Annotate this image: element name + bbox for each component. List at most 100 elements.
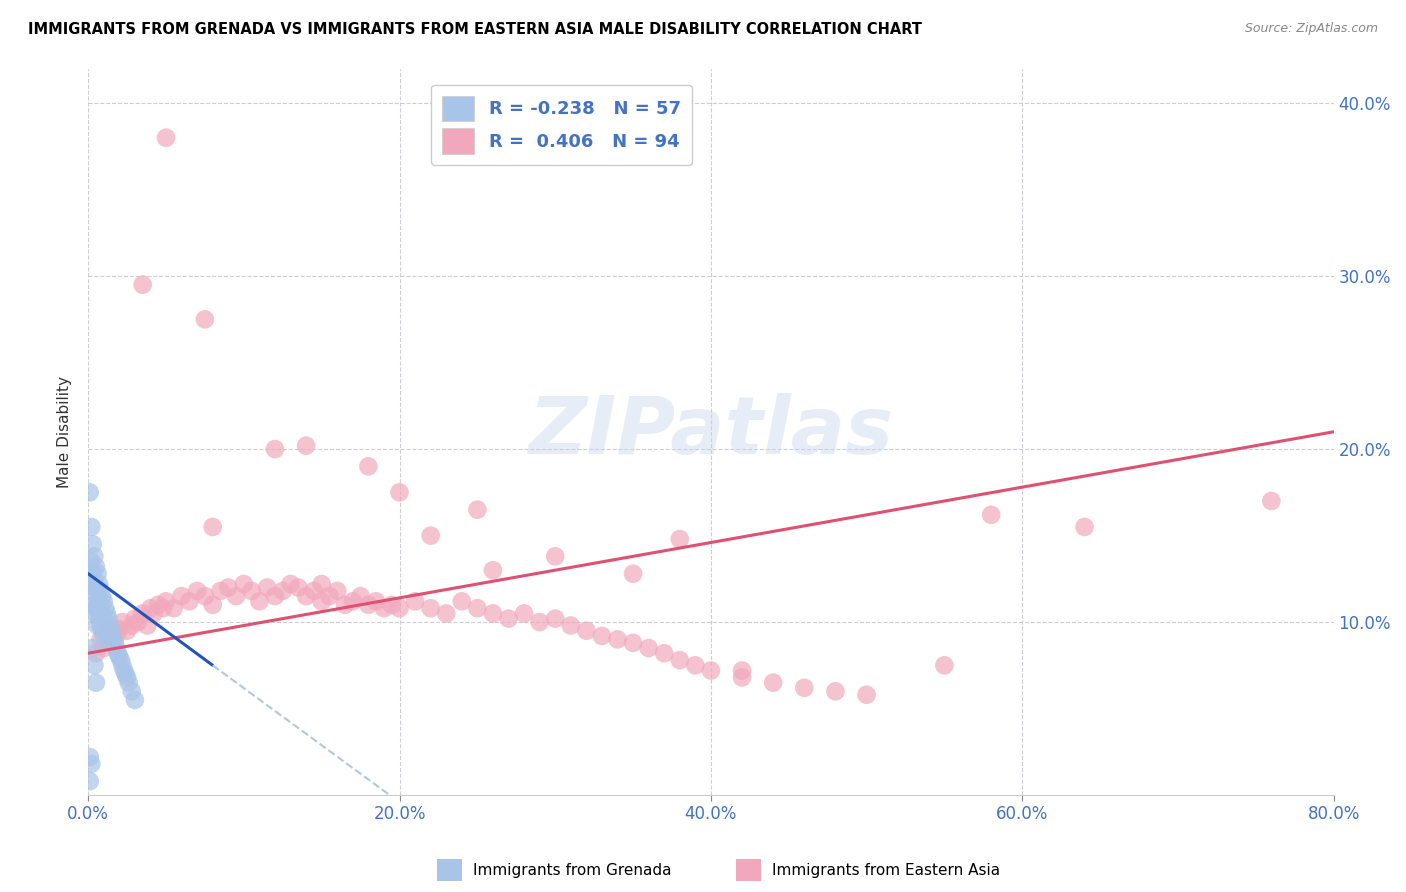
Point	[111, 658, 134, 673]
Point	[105, 640, 128, 655]
Point	[357, 598, 380, 612]
Point	[201, 520, 224, 534]
Text: ZIPatlas: ZIPatlas	[529, 392, 893, 471]
Point	[240, 583, 263, 598]
Point	[349, 589, 371, 603]
Point	[152, 601, 174, 615]
Point	[115, 670, 138, 684]
Point	[467, 601, 489, 615]
Point	[83, 607, 105, 621]
Point	[318, 589, 340, 603]
Point	[225, 589, 247, 603]
Point	[980, 508, 1002, 522]
Y-axis label: Male Disability: Male Disability	[58, 376, 72, 488]
Point	[107, 646, 129, 660]
Point	[934, 658, 956, 673]
Point	[855, 688, 877, 702]
Point	[93, 594, 115, 608]
Point	[110, 653, 132, 667]
Point	[591, 629, 613, 643]
Point	[104, 636, 127, 650]
Point	[434, 607, 457, 621]
Point	[79, 750, 101, 764]
Point	[333, 598, 356, 612]
Point	[142, 607, 165, 621]
Point	[652, 646, 675, 660]
Point	[87, 577, 110, 591]
Point	[271, 583, 294, 598]
Point	[668, 532, 690, 546]
Point	[637, 640, 659, 655]
Point	[108, 622, 131, 636]
Point	[700, 664, 723, 678]
Point	[117, 675, 139, 690]
Point	[83, 549, 105, 564]
Point	[111, 615, 134, 629]
Point	[498, 612, 520, 626]
Point	[83, 658, 105, 673]
Text: Immigrants from Eastern Asia: Immigrants from Eastern Asia	[772, 863, 1001, 878]
Point	[668, 653, 690, 667]
Point	[194, 589, 217, 603]
Point	[84, 581, 107, 595]
Point	[731, 664, 754, 678]
Point	[96, 624, 118, 638]
Point	[96, 607, 118, 621]
Point	[280, 577, 302, 591]
Point	[302, 583, 325, 598]
Point	[80, 555, 103, 569]
Point	[342, 594, 364, 608]
Point	[124, 693, 146, 707]
Point	[82, 537, 104, 551]
Point	[793, 681, 815, 695]
Point	[186, 583, 208, 598]
Point	[80, 756, 103, 771]
Point	[482, 563, 505, 577]
Point	[155, 130, 177, 145]
Point	[139, 601, 162, 615]
Point	[97, 612, 120, 626]
Point	[256, 581, 278, 595]
Point	[311, 594, 333, 608]
Point	[86, 583, 108, 598]
Point	[82, 566, 104, 581]
Point	[513, 607, 536, 621]
Point	[83, 577, 105, 591]
Point	[86, 598, 108, 612]
Point	[87, 612, 110, 626]
Point	[450, 594, 472, 608]
Point	[84, 646, 107, 660]
Point	[373, 601, 395, 615]
Point	[94, 601, 117, 615]
Point	[136, 618, 159, 632]
Point	[155, 594, 177, 608]
Point	[98, 618, 121, 632]
Point	[115, 624, 138, 638]
Point	[90, 618, 112, 632]
Point	[388, 485, 411, 500]
Point	[86, 566, 108, 581]
Point	[108, 649, 131, 664]
Point	[404, 594, 426, 608]
Point	[388, 601, 411, 615]
Point	[96, 624, 118, 638]
Point	[264, 442, 287, 456]
Point	[84, 559, 107, 574]
Point	[93, 612, 115, 626]
Point	[544, 612, 567, 626]
Text: Immigrants from Grenada: Immigrants from Grenada	[474, 863, 672, 878]
Point	[91, 607, 114, 621]
Point	[97, 629, 120, 643]
Point	[1073, 520, 1095, 534]
Point	[148, 598, 170, 612]
Point	[357, 459, 380, 474]
Point	[90, 601, 112, 615]
Point	[264, 589, 287, 603]
Point	[217, 581, 239, 595]
Point	[112, 664, 135, 678]
Point	[131, 607, 153, 621]
Point	[467, 502, 489, 516]
Text: Source: ZipAtlas.com: Source: ZipAtlas.com	[1244, 22, 1378, 36]
Point	[482, 607, 505, 621]
Point	[606, 632, 628, 647]
